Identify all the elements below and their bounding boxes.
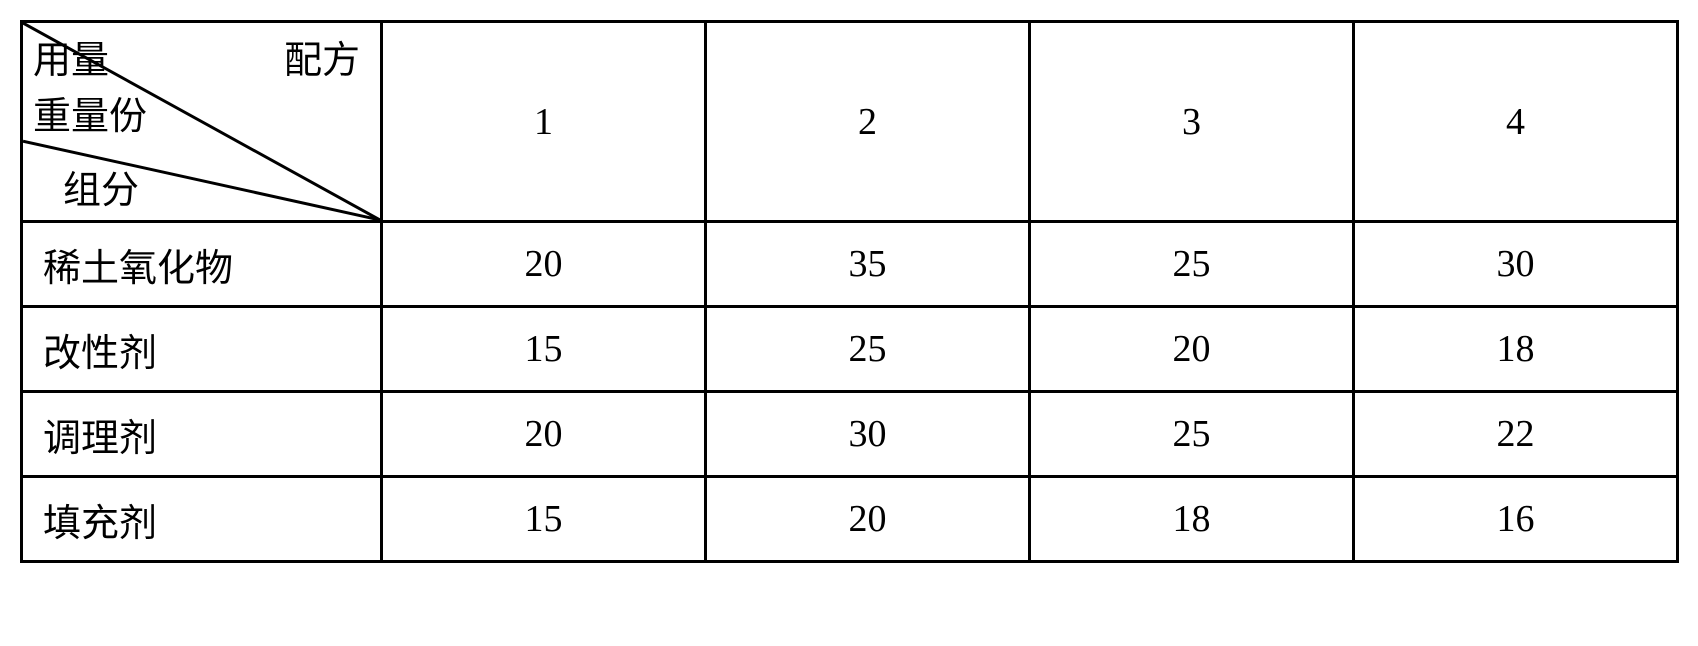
data-cell: 25 [1030, 392, 1354, 477]
column-header: 1 [382, 22, 706, 222]
table-row: 改性剂 15 25 20 18 [22, 307, 1678, 392]
data-cell: 35 [706, 222, 1030, 307]
formula-table: 用量 配方 重量份 组分 1 2 3 4 稀土氧化物 20 35 25 30 改… [20, 20, 1679, 563]
row-label: 改性剂 [22, 307, 382, 392]
data-cell: 20 [382, 392, 706, 477]
row-label: 调理剂 [22, 392, 382, 477]
header-label-weight: 重量份 [33, 85, 147, 140]
column-header: 4 [1354, 22, 1678, 222]
data-cell: 20 [1030, 307, 1354, 392]
data-cell: 15 [382, 307, 706, 392]
table-header-row: 用量 配方 重量份 组分 1 2 3 4 [22, 22, 1678, 222]
table-row: 调理剂 20 30 25 22 [22, 392, 1678, 477]
header-label-component: 组分 [63, 159, 139, 214]
data-cell: 18 [1030, 477, 1354, 562]
data-cell: 22 [1354, 392, 1678, 477]
diagonal-header-cell: 用量 配方 重量份 组分 [22, 22, 382, 222]
table-row: 填充剂 15 20 18 16 [22, 477, 1678, 562]
data-cell: 30 [706, 392, 1030, 477]
data-cell: 18 [1354, 307, 1678, 392]
table-row: 稀土氧化物 20 35 25 30 [22, 222, 1678, 307]
column-header: 3 [1030, 22, 1354, 222]
header-label-formula: 配方 [284, 29, 360, 84]
row-label: 稀土氧化物 [22, 222, 382, 307]
data-cell: 20 [382, 222, 706, 307]
data-cell: 20 [706, 477, 1030, 562]
column-header: 2 [706, 22, 1030, 222]
header-label-dosage: 用量 [33, 29, 109, 84]
data-cell: 16 [1354, 477, 1678, 562]
data-cell: 25 [706, 307, 1030, 392]
data-cell: 25 [1030, 222, 1354, 307]
data-cell: 15 [382, 477, 706, 562]
data-cell: 30 [1354, 222, 1678, 307]
row-label: 填充剂 [22, 477, 382, 562]
